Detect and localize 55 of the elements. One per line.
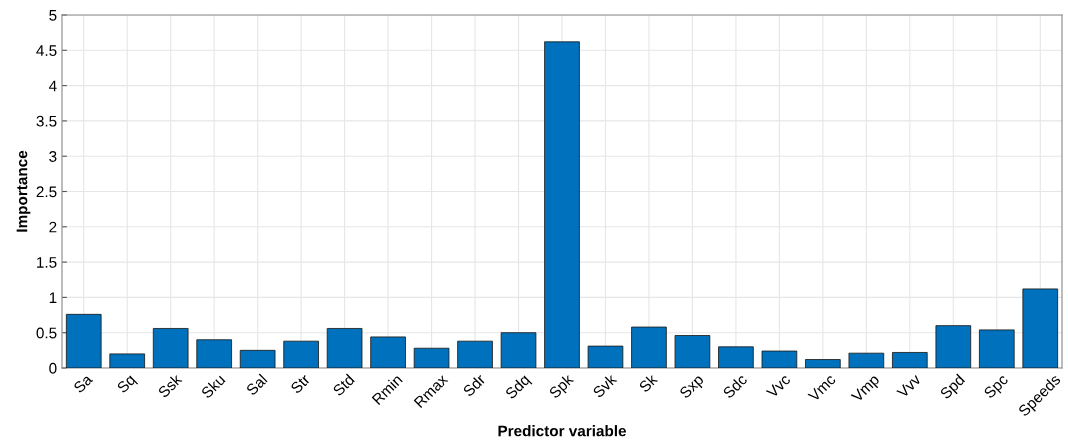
x-tick-label: Std — [331, 373, 355, 397]
y-tick-label: 1.5 — [37, 257, 57, 268]
x-axis-title: Predictor variable — [498, 425, 627, 437]
x-tick-label: Vmc — [807, 373, 837, 403]
bar — [544, 41, 580, 368]
x-tick-label: Ssk — [157, 372, 183, 399]
bar — [500, 332, 537, 368]
x-tick-label: Vvv — [896, 373, 922, 399]
bar — [152, 328, 189, 368]
bar — [631, 326, 667, 368]
y-tick-label: 4.5 — [36, 45, 57, 56]
bar — [239, 349, 276, 368]
y-tick-label: 4 — [48, 80, 57, 92]
x-tick-label: Sa — [72, 373, 94, 394]
x-tick-label: Svk — [591, 372, 618, 399]
x-tick-label: Sq — [116, 373, 139, 396]
bar — [370, 336, 406, 368]
bar — [674, 335, 711, 368]
y-tick-label: 1 — [49, 292, 57, 303]
bar — [805, 359, 841, 368]
bar — [718, 346, 754, 368]
x-tick-label: Sal — [245, 373, 268, 396]
bar — [283, 340, 319, 368]
y-axis-title: Importance — [16, 150, 31, 232]
y-tick-label: 3.5 — [36, 115, 57, 127]
bar — [1022, 288, 1059, 368]
bar — [457, 340, 493, 368]
x-tick-label: Spc — [983, 373, 1011, 402]
x-tick-label: Sk — [638, 372, 659, 393]
bar — [196, 339, 232, 368]
x-tick-label: Vvc — [765, 373, 792, 399]
x-tick-label: Vmp — [850, 373, 883, 406]
y-tick-label: 3 — [49, 151, 57, 162]
x-tick-label: Sdr — [462, 373, 487, 398]
bar — [892, 352, 928, 368]
bar — [326, 328, 363, 368]
x-tick-label: Spk — [548, 372, 577, 402]
x-tick-label: Sxp — [678, 373, 707, 402]
x-tick-label: Str — [289, 373, 311, 395]
bar — [848, 352, 885, 368]
bar — [109, 353, 146, 368]
y-tick-label: 0 — [49, 362, 57, 374]
x-tick-label: Sku — [200, 373, 226, 399]
bar — [935, 325, 972, 368]
bar — [413, 347, 450, 368]
x-tick-label: Sdq — [504, 373, 533, 402]
bar — [978, 329, 1015, 368]
bar — [761, 350, 798, 368]
x-tick-label: Sdc — [722, 373, 748, 399]
bar — [65, 313, 102, 368]
bar — [587, 345, 624, 368]
y-tick-label: 2 — [49, 221, 57, 233]
y-tick-label: 5 — [49, 10, 57, 21]
y-tick-label: 0.5 — [36, 327, 57, 339]
y-tick-label: 2.5 — [36, 186, 57, 198]
